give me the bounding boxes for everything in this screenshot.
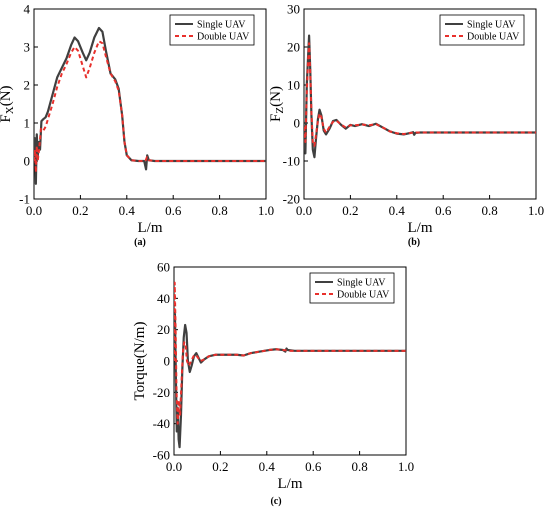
chart-panel-a: 0.0 0.2 0.4 0.6 0.8 1.0 -1 0 1 2 3 4 L/m FX(N) Single …	[0, 2, 274, 249]
y-tick-label: 20	[157, 322, 170, 337]
series-line-double-uav	[304, 42, 536, 147]
x-tick-label: 0.0	[296, 203, 312, 218]
y-tick-label: 0	[164, 354, 171, 369]
y-axis-title-main: F	[0, 114, 14, 122]
y-tick-label: 2	[24, 78, 31, 93]
y-tick-label: 3	[24, 40, 31, 55]
x-tick-label: 0.6	[305, 459, 322, 474]
panel-label: (a)	[134, 237, 146, 248]
x-tick-label: 0.2	[212, 459, 228, 474]
series-line-double-uav	[34, 40, 266, 174]
legend-frame	[309, 272, 395, 304]
legend-label: Double UAV	[337, 290, 390, 301]
legend-label: Single UAV	[197, 20, 246, 31]
x-tick-label: 0.6	[435, 203, 452, 218]
y-tick-label: -10	[283, 154, 300, 169]
y-axis-title-main: Torque(N/m)	[132, 322, 148, 401]
x-tick-label: 0.2	[72, 203, 88, 218]
y-tick-label: 30	[287, 2, 300, 17]
y-axis-title-unit: (N)	[268, 86, 284, 107]
legend-label: Double UAV	[467, 32, 520, 43]
plot-frame	[303, 8, 537, 200]
series-line-single-uav	[174, 312, 406, 449]
y-tick-label: -20	[283, 192, 300, 207]
x-tick-label: 1.0	[258, 203, 274, 218]
x-axis-title: L/m	[278, 476, 303, 492]
x-tick-label: 0.2	[342, 203, 358, 218]
y-tick-label: 10	[287, 78, 300, 93]
y-axis-title-unit: (N)	[0, 85, 14, 106]
y-axis-title: FZ(N)	[268, 86, 286, 122]
y-tick-label: -60	[153, 448, 170, 463]
y-axis-title-subscript: X	[4, 106, 16, 114]
plot-frame	[33, 8, 267, 200]
y-tick-label: -20	[153, 385, 170, 400]
x-tick-label: 0.8	[481, 203, 497, 218]
y-axis-title: FX(N)	[0, 85, 16, 122]
y-tick-label: -40	[153, 416, 170, 431]
x-tick-label: 0.4	[259, 459, 276, 474]
legend-frame	[169, 14, 255, 46]
x-tick-label: 0.8	[211, 203, 227, 218]
panel-label: (b)	[408, 237, 420, 248]
chart-panel-c: 0.0 0.2 0.4 0.6 0.8 1.0 -60 -40 -20 0 20 40 60 L/m Tor…	[132, 260, 414, 508]
y-tick-label: 0	[24, 154, 31, 169]
y-tick-label: 0	[294, 116, 301, 131]
y-tick-label: 40	[157, 291, 170, 306]
x-tick-label: 1.0	[528, 203, 544, 218]
y-tick-label: 1	[24, 116, 31, 131]
legend-label: Double UAV	[197, 32, 250, 43]
x-axis-title: L/m	[138, 220, 163, 236]
y-axis-title-main: F	[268, 114, 284, 122]
x-tick-label: 0.0	[166, 459, 182, 474]
x-tick-label: 0.0	[26, 203, 42, 218]
series-line-single-uav	[304, 34, 536, 159]
x-tick-label: 0.4	[389, 203, 406, 218]
x-tick-label: 0.4	[119, 203, 136, 218]
y-tick-label: -1	[19, 192, 30, 207]
legend-label: Single UAV	[337, 278, 386, 289]
x-tick-label: 0.6	[165, 203, 182, 218]
y-axis-title: Torque(N/m)	[132, 322, 148, 401]
x-tick-label: 1.0	[398, 459, 414, 474]
panel-label: (c)	[270, 496, 281, 507]
chart-panel-b: 0.0 0.2 0.4 0.6 0.8 1.0 -20 -10 0 10 20 30 L/m FZ(N) S…	[268, 2, 544, 249]
x-tick-label: 0.8	[351, 459, 367, 474]
y-tick-label: 20	[287, 40, 300, 55]
x-axis-title: L/m	[408, 220, 433, 236]
legend-frame	[439, 14, 525, 46]
y-axis-title-subscript: Z	[274, 107, 286, 114]
series-line-double-uav	[174, 281, 406, 425]
y-tick-label: 60	[157, 260, 170, 275]
y-tick-label: 4	[24, 2, 31, 17]
legend-label: Single UAV	[467, 20, 516, 31]
